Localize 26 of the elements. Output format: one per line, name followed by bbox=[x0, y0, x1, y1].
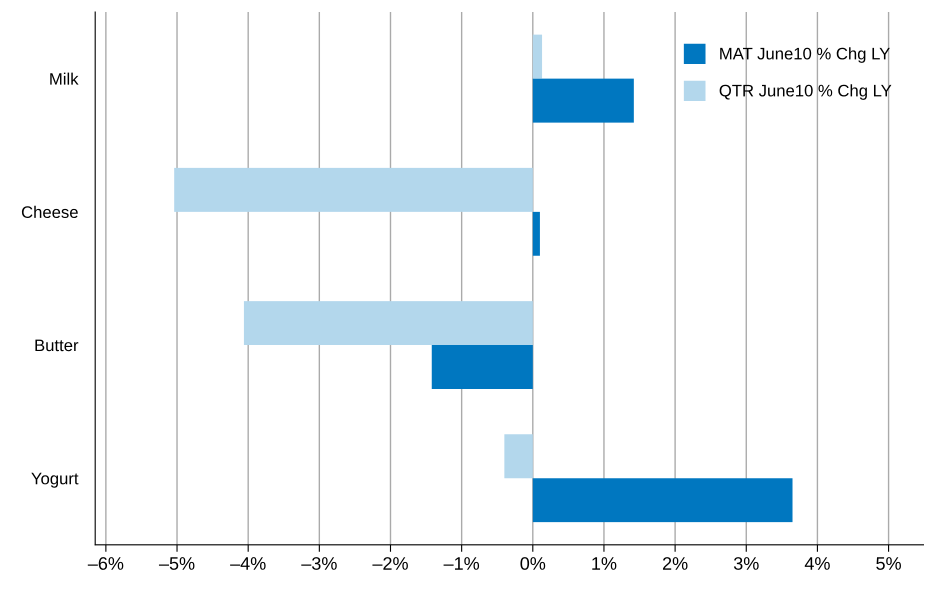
x-tick-label: 5% bbox=[876, 557, 901, 570]
y-tick-label: Butter bbox=[35, 340, 78, 352]
x-tick-label: –2% bbox=[372, 557, 408, 570]
x-tick-label: –3% bbox=[301, 557, 337, 570]
x-tick-label: –1% bbox=[444, 557, 480, 570]
legend-label: QTR June10 % Chg LY bbox=[720, 84, 892, 100]
y-tick-label: Milk bbox=[50, 72, 79, 85]
x-tick-label: –6% bbox=[88, 557, 124, 570]
y-tick-label: Yogurt bbox=[31, 472, 78, 488]
bar bbox=[532, 78, 634, 123]
bar bbox=[504, 434, 533, 478]
legend-label: MAT June10 % Chg LY bbox=[720, 47, 890, 63]
bar bbox=[432, 345, 533, 389]
x-tick-label: 4% bbox=[804, 557, 830, 570]
bar bbox=[532, 34, 542, 79]
bar bbox=[532, 478, 793, 522]
bar bbox=[244, 301, 533, 346]
bar bbox=[174, 168, 533, 212]
bar bbox=[532, 212, 540, 256]
x-tick-label: 3% bbox=[734, 557, 759, 570]
x-tick-label: 2% bbox=[662, 557, 688, 570]
x-tick-label: –5% bbox=[158, 557, 194, 570]
x-tick-label: –4% bbox=[230, 557, 266, 570]
y-tick-label: Cheese bbox=[22, 206, 78, 218]
x-tick-label: 1% bbox=[592, 557, 616, 570]
x-tick-label: 0% bbox=[520, 557, 546, 570]
